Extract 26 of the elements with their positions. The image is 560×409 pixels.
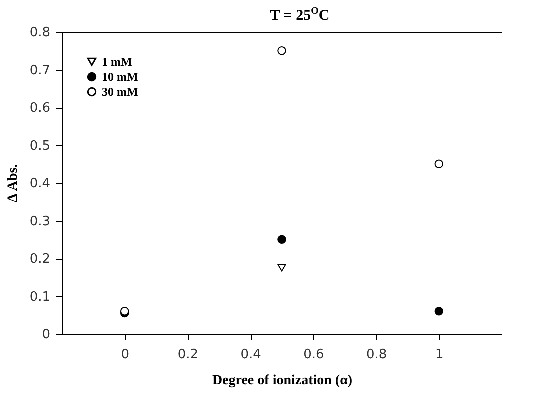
point [278,235,286,244]
legend-label: 1 mM [102,55,132,69]
point [278,264,286,272]
y-tick-label: 0.3 [30,214,50,230]
x-tick-label: 0.8 [366,348,388,362]
x-tick-label: 0.4 [240,348,262,362]
x-tick-label: 0.6 [304,348,324,362]
y-tick-label: 0.7 [30,63,50,78]
point [278,46,286,56]
point [434,160,444,168]
chart-title: T = 25$^{O}$C [269,6,331,26]
y-tick-label: 0.4 [30,176,50,192]
x-tick-label: 0.2 [178,348,199,362]
x-tick-label: 0 [121,348,130,362]
legend-label: 10 mM [102,70,138,84]
y-tick-label: 0.5 [30,138,50,154]
y-tick-label: 0 [42,328,50,342]
y-tick-label: 0.2 [30,252,50,267]
y-tick-label: 0.8 [30,26,50,40]
x-axis-title: Degree of ionization (α) [212,374,353,388]
x-tick-label: 1 [436,348,444,362]
legend-label: 30 mM [102,85,138,99]
point [434,306,444,316]
y-tick-label: 0.1 [30,290,50,305]
y-tick-label: 0.6 [30,101,50,116]
y-axis-title: Δ Abs. [6,164,21,203]
